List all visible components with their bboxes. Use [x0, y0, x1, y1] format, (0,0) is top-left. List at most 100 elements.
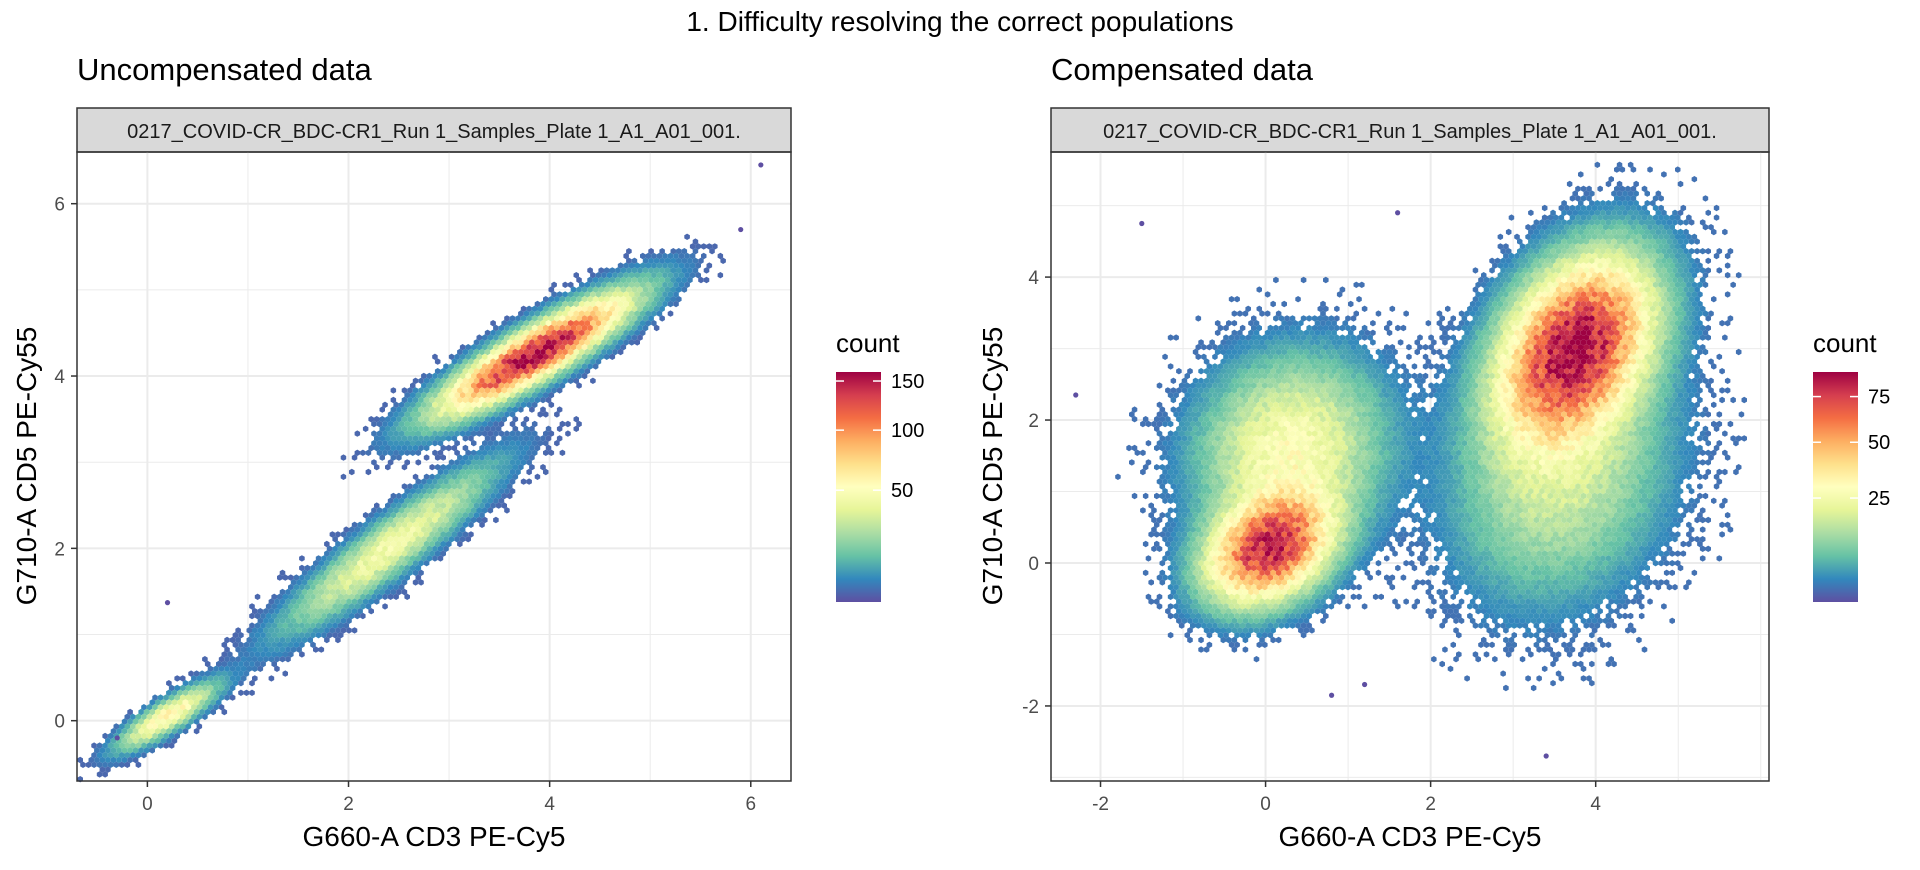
hexbin-cell [355, 430, 361, 436]
hexbin-cell [1711, 296, 1717, 302]
hexbin-cell [283, 670, 289, 676]
hexbin-cell [1498, 234, 1504, 240]
hexbin-cell [319, 646, 325, 652]
hexbin-cell [1171, 378, 1177, 384]
hexbin-cell [668, 310, 674, 316]
hexbin-cell [1406, 344, 1412, 350]
hexbin-outlier [758, 162, 763, 167]
hexbin-cell [1229, 296, 1235, 302]
x-tick-label: 0 [142, 794, 153, 815]
hexbin-cell [1717, 354, 1723, 360]
hexbin-cell [299, 555, 305, 561]
hexbin-cell [1395, 325, 1401, 331]
hexbin-cell [1719, 368, 1725, 374]
hexbin-cell [1725, 378, 1731, 384]
hexbin-layer [77, 162, 763, 782]
hexbin-cell [1694, 248, 1700, 254]
hexbin-cell [391, 387, 397, 393]
hexbin-cell [1232, 320, 1238, 326]
hexbin-cell [341, 454, 347, 460]
hexbin-cell [718, 272, 724, 278]
hexbin-cell [1176, 368, 1182, 374]
panel-title: Compensated data [1051, 52, 1314, 87]
hexbin-cell [1237, 310, 1243, 316]
legend-colorbar [836, 372, 881, 602]
hexbin-cell [1714, 214, 1720, 220]
hexbin-cell [1647, 166, 1653, 172]
hexbin-outlier [165, 600, 170, 605]
hexbin-cell [1722, 229, 1728, 235]
hexbin-cell [1722, 334, 1728, 340]
hexbin-cell [1597, 186, 1603, 192]
hexbin-cell [560, 450, 566, 456]
hexbin-cell [174, 675, 180, 681]
hexbin-cell [1719, 397, 1725, 403]
facet-label: 0217_COVID-CR_BDC-CR1_Run 1_Samples_Plat… [1103, 121, 1717, 143]
hexbin-cell [349, 469, 355, 475]
hexbin-cell [1370, 320, 1376, 326]
hexbin-cell [1730, 397, 1736, 403]
hexbin-cell [1661, 171, 1667, 177]
x-tick-label: 4 [544, 794, 555, 815]
hexbin-cell [1706, 248, 1712, 254]
hexbin-cell [1423, 344, 1429, 350]
hexbin-cell [1354, 282, 1360, 288]
x-tick-label: 2 [343, 794, 354, 815]
hexbin-cell [366, 469, 372, 475]
hexbin-layer [1073, 162, 1747, 759]
hexbin-cell [1334, 306, 1340, 312]
hexbin-cell [1376, 310, 1382, 316]
hexbin-cell [1675, 166, 1681, 172]
hexbin-cell [1295, 296, 1301, 302]
y-tick-label: 0 [54, 712, 65, 733]
hexbin-cell [1719, 320, 1725, 326]
hexbin-cell [424, 454, 430, 460]
hexbin-cell [521, 478, 527, 484]
hexbin-cell [1198, 368, 1204, 374]
y-axis-label: G710-A CD5 PE-Cy55 [11, 327, 42, 606]
hexbin-cell [565, 430, 571, 436]
hexbin-cell [416, 459, 422, 465]
hexbin-cell [446, 445, 452, 451]
hexbin-cell [1700, 248, 1706, 254]
facet-label: 0217_COVID-CR_BDC-CR1_Run 1_Samples_Plat… [127, 121, 741, 143]
hexbin-cell [526, 478, 532, 484]
hexbin-cell [1736, 349, 1742, 355]
hexbin-cell [1412, 363, 1418, 369]
x-axis-label: G660-A CD3 PE-Cy5 [303, 821, 566, 852]
hexbin-cell [1725, 262, 1731, 268]
facet-strip-clip: 0217_COVID-CR_BDC-CR1_Run 1_Samples_Plat… [1103, 121, 1717, 143]
hexbin-cell [590, 378, 596, 384]
hexbin-cell [255, 594, 260, 600]
hexbin-cell [1703, 195, 1709, 201]
hexbin-cell [684, 234, 690, 240]
panel-title: Uncompensated data [77, 52, 372, 87]
legend-tick-label: 100 [891, 420, 924, 442]
legend-tick-label: 150 [891, 371, 924, 393]
hexbin-cell [1390, 306, 1396, 312]
hexbin-cell [1692, 176, 1698, 182]
hexbin-cell [382, 603, 388, 609]
hexbin-outlier [115, 735, 120, 740]
hexbin-cell [1162, 354, 1168, 360]
hexbin-cell [429, 464, 435, 470]
hexbin-cell [1567, 181, 1573, 187]
hexbin-cell [493, 517, 499, 523]
hexbin-cell [1306, 315, 1312, 321]
hexbin-cell [1362, 306, 1368, 312]
hexbin-cell [1717, 267, 1723, 273]
hexbin-cell [363, 426, 369, 432]
hexbin-cell [1270, 301, 1276, 307]
hexbin-cell [1168, 334, 1174, 340]
hexbin-cell [269, 675, 275, 681]
hexbin-cell [1706, 210, 1712, 216]
hexbin-cell [1257, 286, 1263, 292]
hexbin-cell [1742, 397, 1748, 403]
figure-title: 1. Difficulty resolving the correct popu… [686, 6, 1233, 37]
hexbin-cell [1719, 387, 1725, 393]
hexbin-cell [1406, 354, 1412, 360]
hexbin-cell [1725, 291, 1731, 297]
